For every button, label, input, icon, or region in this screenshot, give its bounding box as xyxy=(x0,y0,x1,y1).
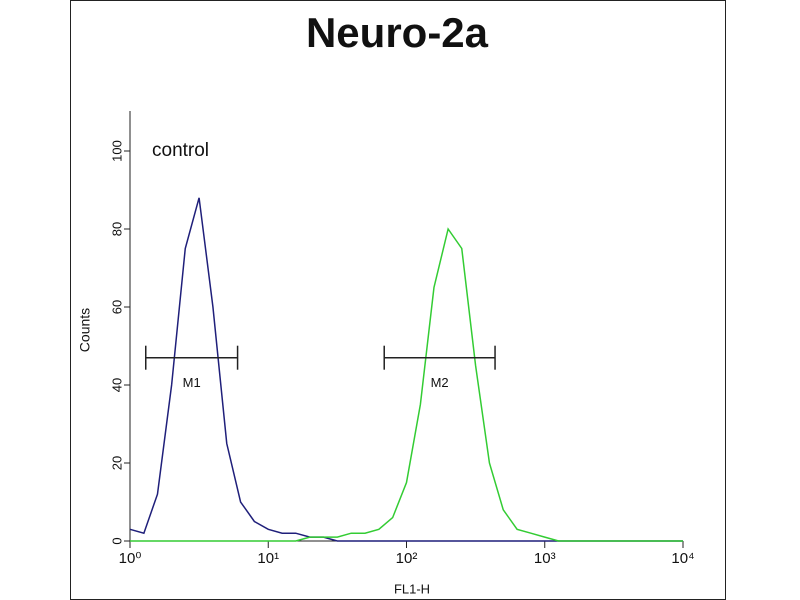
x-tick-label: 10⁴ xyxy=(671,550,694,567)
y-tick-label: 0 xyxy=(109,537,124,544)
x-axis-label: FL1-H xyxy=(394,581,430,596)
y-tick-label: 100 xyxy=(109,140,124,162)
x-tick-label: 10² xyxy=(396,550,418,567)
y-tick-label: 80 xyxy=(109,222,124,236)
histogram-line xyxy=(130,227,683,542)
chart-title: Neuro-2a xyxy=(306,9,489,56)
x-tick-label: 10⁰ xyxy=(119,550,142,567)
frame xyxy=(70,0,726,600)
y-tick-label: 20 xyxy=(109,456,124,470)
y-tick-label: 60 xyxy=(109,300,124,314)
x-tick-label: 10³ xyxy=(534,550,556,567)
y-tick-label: 40 xyxy=(109,378,124,392)
marker-label: M1 xyxy=(183,375,201,390)
marker-label: M2 xyxy=(431,375,449,390)
annotation: control xyxy=(152,140,209,161)
x-tick-label: 10¹ xyxy=(257,550,279,567)
y-axis-label: Counts xyxy=(77,308,93,352)
